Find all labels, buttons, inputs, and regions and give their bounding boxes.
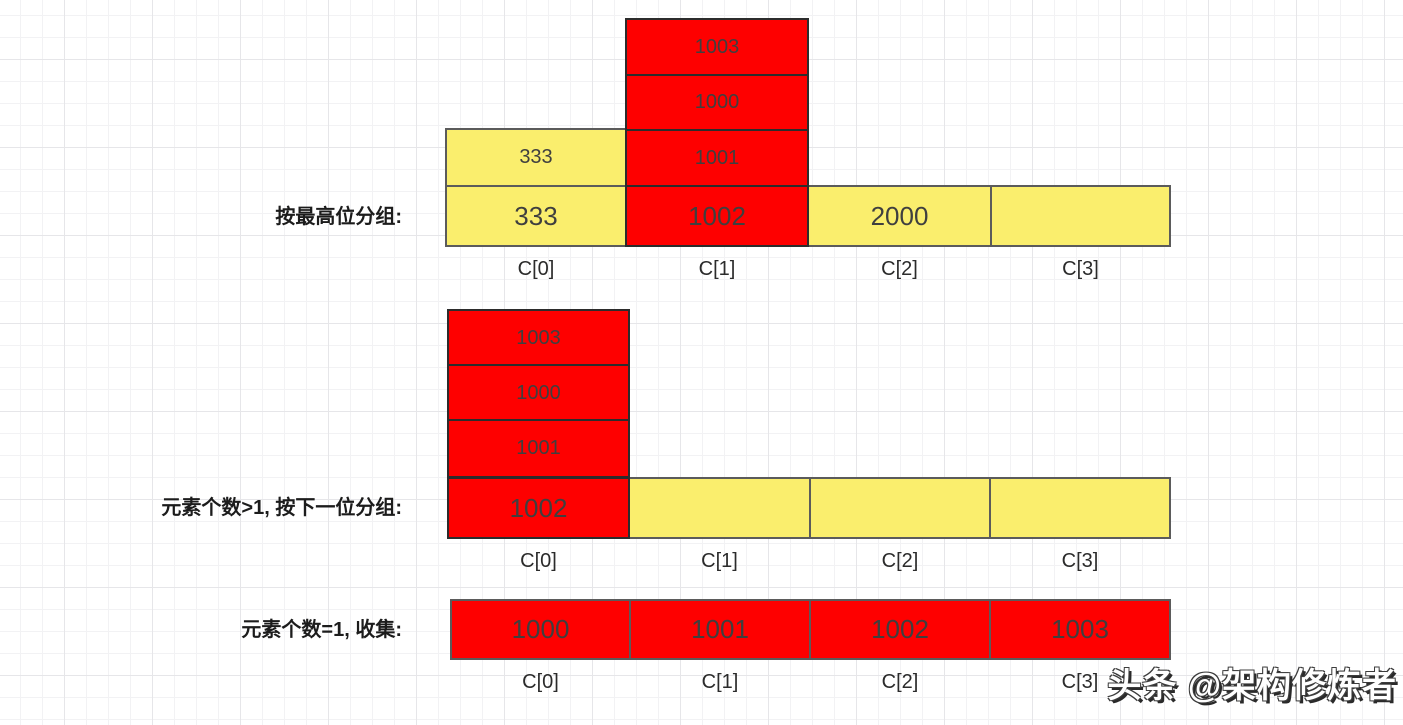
bucket-label: C[2] — [881, 258, 918, 280]
value-cell: 1001 — [625, 129, 809, 187]
value-cell: 1000 — [625, 74, 809, 131]
value-cell: 1001 — [629, 599, 811, 660]
bucket-label: C[2] — [881, 550, 919, 572]
step3-label: 元素个数=1, 收集: — [241, 619, 402, 641]
bucket-label: C[0] — [522, 671, 559, 693]
bucket-label: C[1] — [701, 671, 739, 693]
value-cell: 1000 — [450, 599, 631, 660]
value-cell — [809, 477, 991, 539]
value-cell: 1001 — [447, 419, 630, 478]
step2-label: 元素个数>1, 按下一位分组: — [161, 497, 402, 519]
bucket-label: C[1] — [698, 258, 736, 280]
bucket-label: C[3] — [1061, 671, 1099, 693]
bucket-label: C[1] — [701, 550, 738, 572]
value-cell: 1002 — [625, 185, 809, 247]
step1-label: 按最高位分组: — [275, 206, 402, 228]
bucket-label: C[0] — [520, 550, 557, 572]
value-cell — [989, 477, 1171, 539]
bucket-label: C[2] — [881, 671, 919, 693]
value-cell — [990, 185, 1171, 247]
value-cell: 1002 — [447, 477, 630, 539]
value-cell: 1003 — [447, 309, 630, 367]
value-cell: 333 — [445, 185, 627, 247]
bucket-label: C[3] — [1061, 550, 1099, 572]
watermark: 头条 @架构修炼者 — [1107, 667, 1397, 705]
value-cell: 333 — [445, 128, 627, 187]
value-cell: 2000 — [807, 185, 992, 247]
value-cell — [628, 477, 811, 539]
bucket-label: C[0] — [517, 258, 555, 280]
bucket-label: C[3] — [1062, 258, 1099, 280]
value-cell: 1003 — [625, 18, 809, 76]
value-cell: 1002 — [809, 599, 991, 660]
value-cell: 1003 — [989, 599, 1171, 660]
value-cell: 1000 — [447, 364, 630, 422]
